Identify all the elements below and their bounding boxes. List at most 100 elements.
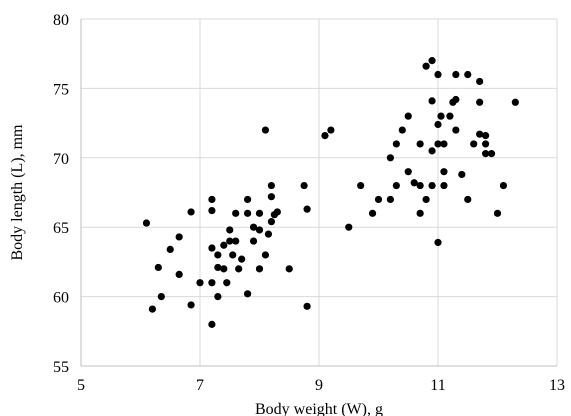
data-point	[422, 195, 430, 204]
x-tick-label: 11	[430, 377, 445, 394]
y-tick-label: 65	[53, 220, 69, 237]
data-point	[452, 70, 460, 79]
data-point	[493, 209, 502, 217]
data-point	[244, 195, 252, 204]
data-point	[357, 181, 365, 190]
data-point	[482, 150, 490, 158]
data-point	[428, 147, 436, 155]
data-point	[428, 97, 436, 105]
data-point	[208, 279, 216, 287]
data-point	[214, 293, 222, 301]
data-point	[208, 206, 216, 215]
data-point	[368, 209, 377, 217]
tick-labels: 5 7 9 11 13 55 60 65 70 75 80	[53, 12, 565, 394]
data-point	[264, 230, 273, 238]
data-point	[499, 181, 508, 190]
x-tick-label: 5	[77, 377, 85, 394]
y-tick-label: 70	[53, 151, 69, 168]
data-point	[428, 181, 436, 190]
data-point	[229, 251, 237, 259]
x-tick-label: 13	[549, 377, 565, 394]
data-point	[416, 209, 424, 217]
data-point	[452, 95, 460, 104]
data-point	[303, 205, 311, 213]
data-point	[470, 140, 478, 148]
data-point	[166, 245, 174, 254]
data-point	[476, 130, 484, 138]
data-point	[404, 112, 412, 120]
data-point	[482, 131, 490, 140]
data-point	[464, 195, 472, 204]
data-point	[386, 154, 394, 162]
data-point	[261, 126, 270, 134]
data-point	[476, 77, 484, 86]
data-point	[208, 320, 216, 328]
data-point	[321, 131, 329, 140]
data-point	[458, 170, 466, 179]
x-tick-label: 9	[315, 377, 323, 394]
data-point	[374, 195, 383, 204]
data-point	[398, 126, 406, 134]
x-axis-title: Body weight (W), g	[255, 401, 383, 416]
data-point	[226, 226, 234, 234]
data-point	[434, 70, 442, 79]
data-point	[285, 265, 293, 273]
data-point	[487, 150, 496, 158]
data-point	[214, 263, 222, 272]
data-point	[255, 265, 264, 273]
y-tick-label: 80	[53, 12, 69, 29]
data-point	[235, 265, 243, 273]
data-point	[175, 233, 183, 241]
data-point	[249, 237, 258, 245]
data-point	[232, 237, 240, 245]
data-point	[220, 265, 228, 273]
data-point	[208, 195, 216, 204]
data-point	[476, 98, 484, 106]
y-tick-label: 60	[53, 290, 69, 307]
data-point	[267, 193, 275, 201]
data-point	[303, 302, 311, 310]
data-point	[232, 209, 240, 217]
data-point	[422, 62, 430, 70]
data-point	[154, 263, 162, 272]
data-point	[410, 179, 418, 187]
data-point	[440, 181, 448, 190]
data-point	[196, 279, 204, 287]
data-point	[244, 209, 252, 217]
data-point	[464, 70, 472, 79]
data-point	[214, 251, 222, 259]
data-point	[187, 208, 195, 216]
data-point	[434, 140, 442, 148]
y-tick-label: 55	[53, 359, 69, 376]
data-point	[482, 140, 490, 148]
data-point	[267, 218, 275, 226]
data-point	[208, 244, 216, 252]
data-point	[327, 126, 335, 134]
data-point	[440, 168, 448, 176]
data-point	[300, 181, 308, 190]
data-point	[404, 168, 412, 176]
data-point	[446, 112, 454, 120]
data-point	[267, 181, 275, 190]
data-point	[261, 251, 270, 259]
y-tick-label: 75	[53, 81, 69, 98]
data-point	[187, 301, 195, 309]
data-point	[249, 223, 258, 231]
data-point	[428, 57, 436, 65]
data-point	[255, 209, 264, 217]
data-point	[223, 279, 231, 287]
data-point	[220, 241, 228, 249]
data-point	[226, 237, 234, 245]
data-points	[142, 57, 519, 328]
data-point	[416, 181, 424, 190]
data-point	[511, 98, 519, 106]
data-point	[392, 181, 400, 190]
data-point	[273, 208, 281, 216]
data-point	[434, 120, 442, 129]
data-point	[416, 140, 424, 148]
data-point	[238, 255, 246, 263]
x-tick-label: 7	[196, 377, 204, 394]
data-point	[148, 305, 156, 313]
data-point	[345, 223, 353, 231]
